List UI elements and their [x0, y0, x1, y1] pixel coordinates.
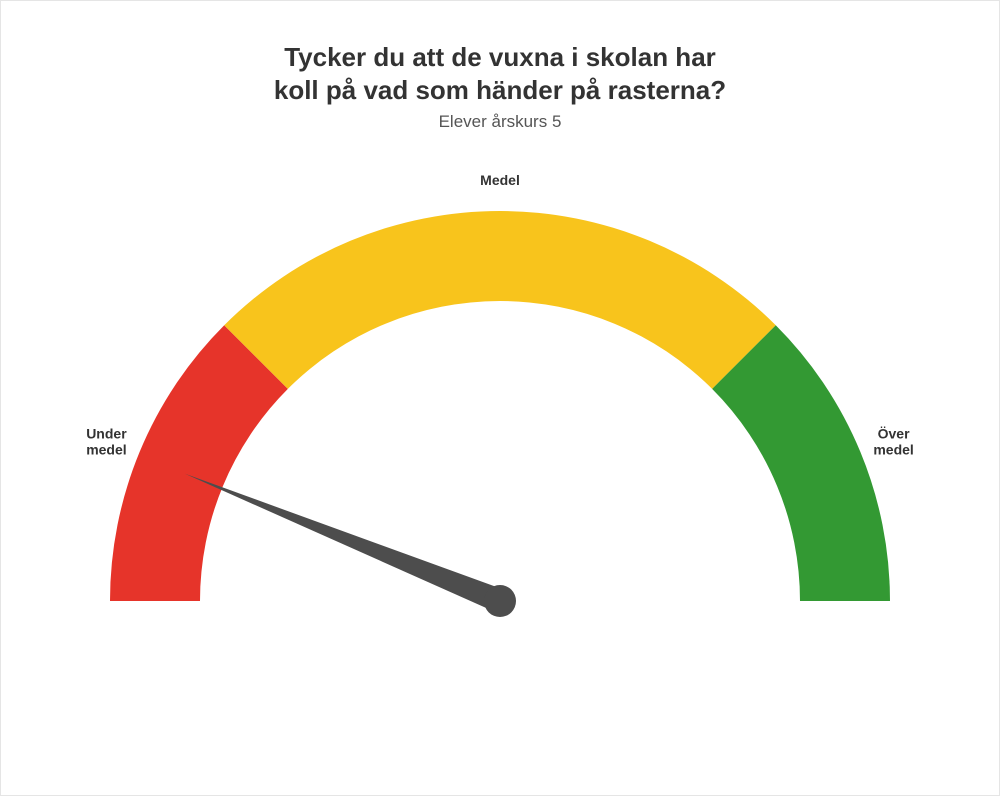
chart-subtitle: Elever årskurs 5 — [1, 112, 999, 132]
chart-title-line1: Tycker du att de vuxna i skolan har — [284, 42, 716, 72]
gauge-segment-label-2: Övermedel — [873, 425, 913, 457]
gauge-needle — [185, 474, 505, 612]
title-block: Tycker du att de vuxna i skolan har koll… — [1, 41, 999, 132]
gauge-segment-0 — [110, 325, 288, 601]
chart-title-line2: koll på vad som händer på rasterna? — [274, 75, 726, 105]
gauge-segment-2 — [712, 325, 890, 601]
chart-title: Tycker du att de vuxna i skolan har koll… — [1, 41, 999, 106]
gauge-needle-hub — [484, 585, 516, 617]
gauge-svg: Undermedel Medel Övermedel — [20, 171, 980, 771]
gauge-segment-1 — [224, 211, 776, 389]
gauge-segment-label-0: Undermedel — [86, 425, 127, 457]
gauge-container: Undermedel Medel Övermedel — [1, 171, 999, 771]
gauge-segment-label-1: Medel — [480, 172, 520, 188]
chart-frame: Tycker du att de vuxna i skolan har koll… — [0, 0, 1000, 796]
